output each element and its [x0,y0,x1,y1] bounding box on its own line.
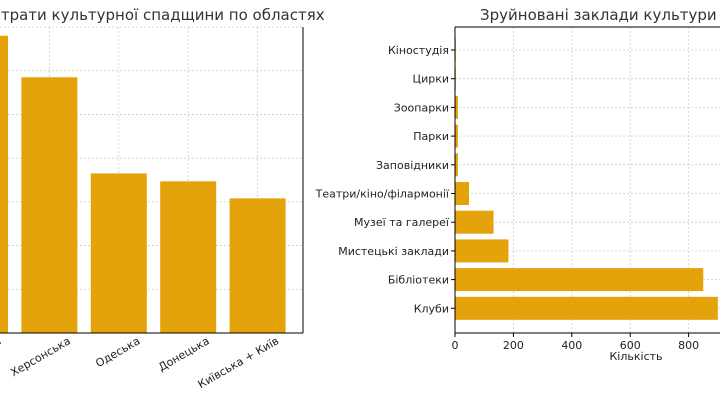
left-category-label: …ька [0,334,3,361]
right-category-label: Клуби [414,302,449,315]
right-x-tick-label: 200 [503,339,524,352]
right-category-label: Театри/кіно/філармонії [315,188,450,201]
left-bar [229,198,286,333]
right-bar [455,296,718,320]
left-category-label: Донецька [156,334,212,374]
right-bars [455,38,718,320]
right-category-label: Бібліотеки [388,274,449,287]
right-x-tick-label: 800 [678,339,699,352]
right-grid [454,27,720,333]
right-category-label: Мистецькі заклади [338,245,449,258]
left-bar [0,35,8,333]
right-bar [455,95,458,119]
right-category-label: Зоопарки [394,101,449,114]
right-chart-title: Зруйновані заклади культури [480,6,717,24]
left-bar [90,173,147,333]
right-x-axis-label: Кількість [609,350,662,363]
left-category-label: Херсонська [8,334,73,379]
left-bar-chart: втрати культурної спадщини по областях …… [0,6,325,391]
right-barh-chart: Зруйновані заклади культури Кіностудія Ци… [315,6,720,363]
right-category-label: Цирки [413,73,449,86]
right-bar [455,182,470,205]
right-x-ticks: 0 200 400 600 800 [452,333,699,352]
left-chart-title: втрати культурної спадщини по областях [0,6,325,24]
left-bar [21,77,78,334]
right-bar [455,210,494,234]
right-bar [455,153,458,177]
right-x-tick-label: 400 [561,339,582,352]
right-category-labels: Кіностудія Цирки Зоопарки Парки Заповідники Т… [315,44,455,315]
left-category-label: Одеська [93,334,142,370]
right-x-tick-label: 600 [620,339,641,352]
left-bars [0,35,286,334]
right-x-tick-label: 0 [452,339,459,352]
right-bar [455,239,509,263]
right-category-label: Музеї та галереї [354,216,450,229]
left-bar [160,181,217,333]
right-bar [455,124,458,148]
right-bar [455,268,704,292]
right-category-label: Кіностудія [388,44,449,57]
right-category-label: Парки [413,130,449,143]
right-category-label: Заповідники [376,159,449,172]
